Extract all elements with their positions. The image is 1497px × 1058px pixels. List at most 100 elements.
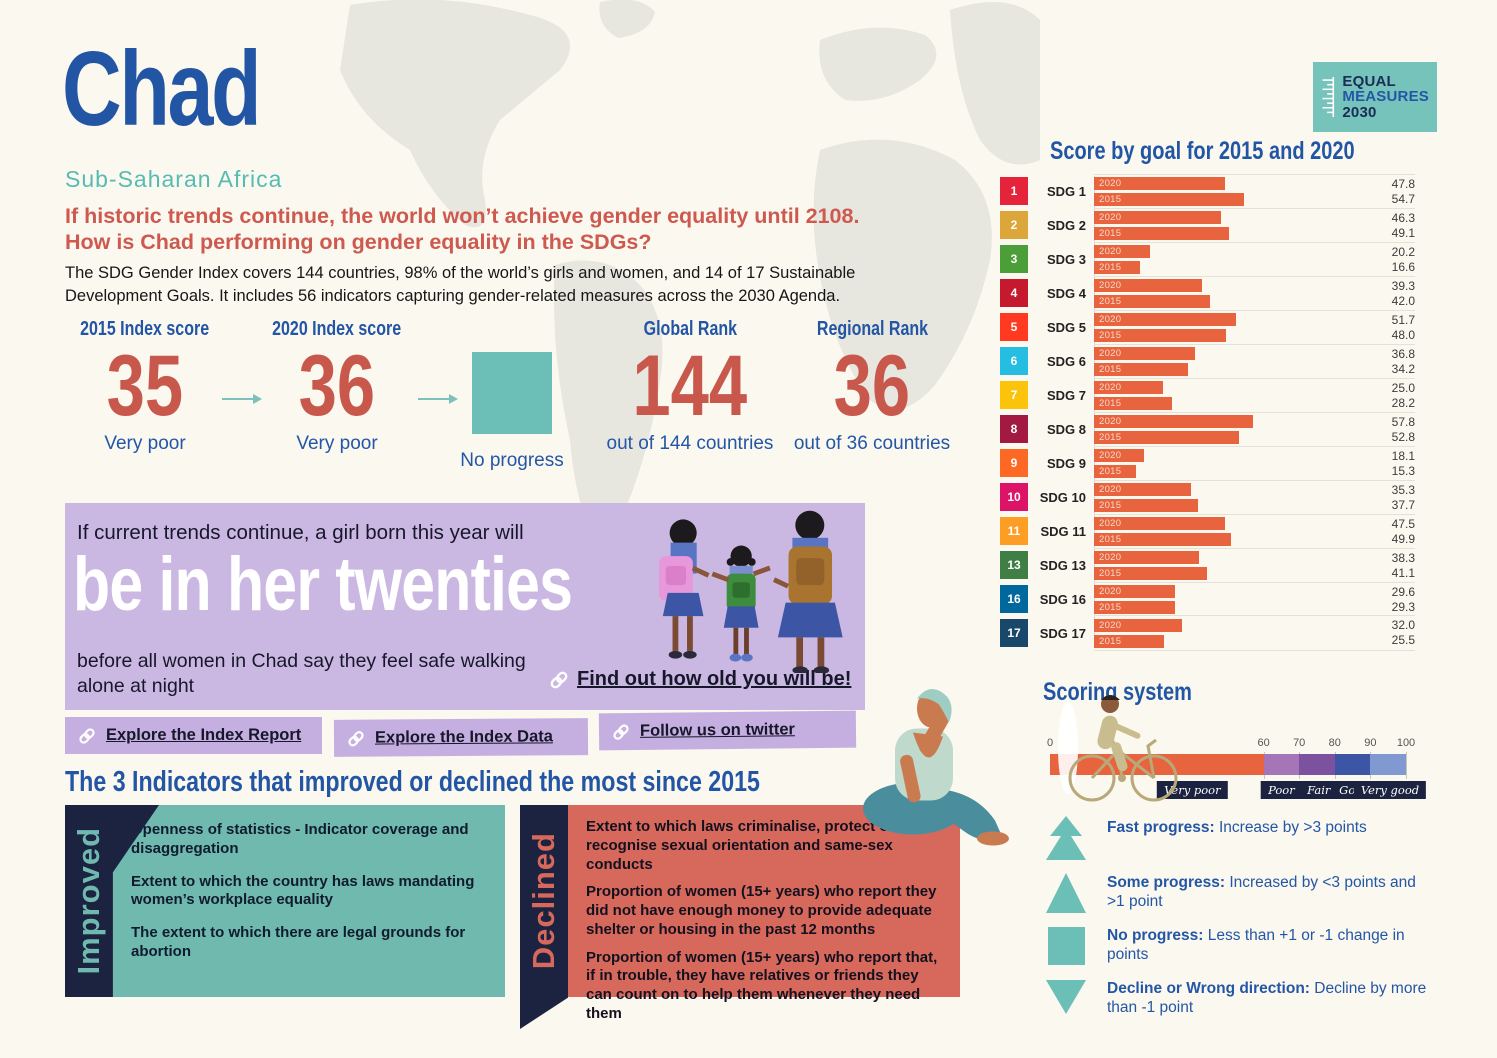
bar-year-label: 2015: [1099, 398, 1122, 409]
bar-year-label: 2020: [1099, 518, 1122, 529]
scale-band-poor: [1263, 754, 1300, 775]
sdg-goal-number: 2: [1010, 218, 1018, 232]
chart-row-sdg-4: 4 SDG 4 2020 2015 39.3 42.0: [1000, 275, 1415, 311]
link-pill-1[interactable]: Explore the Index Data: [333, 718, 589, 757]
link-pill-label: Explore the Index Data: [374, 727, 553, 747]
score-values: 47.5 49.9: [1369, 517, 1415, 547]
score-values: 29.6 29.3: [1369, 585, 1415, 615]
score-bar-2020: 2020: [1094, 211, 1222, 224]
score-bar-2020: 2020: [1094, 177, 1226, 190]
score-bar-2020: 2020: [1094, 381, 1163, 394]
global-rank-value: 144: [632, 338, 748, 434]
no-progress-label: No progress: [460, 450, 564, 471]
chart-row-body: 2020 2015 35.3 37.7: [1094, 479, 1415, 515]
ruler-icon: [1322, 77, 1335, 117]
legend-item-label: Some progress:: [1107, 874, 1226, 891]
sdg-goal-label: SDG 13: [1039, 557, 1086, 573]
chart-bars: 2020 2015: [1094, 551, 1369, 580]
score-bar-2020: 2020: [1094, 245, 1150, 258]
headline: If historic trends continue, the world w…: [65, 203, 965, 255]
bar-year-label: 2020: [1099, 382, 1122, 393]
score-scale: 0 60 70 80 90 100 Very poorPoorFairGoodVery g…: [1047, 737, 1427, 803]
chart-row-sdg-7: 7 SDG 7 2020 2015 25.0 28.2: [1000, 377, 1415, 413]
progress-legend: Fast progress: Increase by >3 points Some…: [1043, 816, 1433, 1027]
score-bar-2020: 2020: [1094, 585, 1176, 598]
scale-tick: 80: [1328, 737, 1341, 749]
bar-year-label: 2020: [1099, 314, 1122, 325]
scale-band-label: Fair: [1300, 781, 1338, 799]
bar-year-label: 2015: [1099, 500, 1122, 511]
bar-year-label: 2020: [1099, 246, 1122, 257]
global-rank: Global Rank 144 out of 144 countries: [605, 318, 775, 455]
score-values: 51.7 48.0: [1369, 313, 1415, 343]
regional-rank: Regional Rank 36 out of 36 countries: [782, 318, 962, 455]
sdg-goal-number: 16: [1007, 592, 1021, 606]
score-value-2015: 54.7: [1391, 191, 1415, 206]
region-subtitle: Sub-Saharan Africa: [65, 166, 283, 192]
chart-bars: 2020 2015: [1094, 177, 1369, 206]
score-bar-2015: 2015: [1094, 227, 1230, 240]
sdg-goal-number: 13: [1007, 558, 1021, 572]
sdg-goal-number: 8: [1010, 422, 1018, 436]
chart-bars: 2020 2015: [1094, 347, 1369, 376]
score-values: 47.8 54.7: [1369, 177, 1415, 207]
link-pill-2[interactable]: Follow us on twitter: [598, 710, 857, 751]
chart-row-body: 2020 2015 36.8 34.2: [1094, 343, 1415, 379]
index-2020-rating: Very poor: [296, 433, 378, 455]
score-values: 18.1 15.3: [1369, 449, 1415, 479]
index-2020-label: 2020 Index score: [272, 318, 402, 340]
sdg-goal-number: 1: [1010, 184, 1018, 198]
legend-item: Fast progress: Increase by >3 points: [1043, 816, 1433, 862]
declined-indicators-box: Extent to which laws criminalise, protec…: [568, 805, 960, 1022]
score-values: 57.8 52.8: [1369, 415, 1415, 445]
sdg-goal-label: SDG 10: [1039, 489, 1086, 505]
score-bar-2020: 2020: [1094, 618, 1182, 632]
chart-bars: 2020 2015: [1094, 245, 1369, 274]
chart-row-sdg-3: 3 SDG 3 2020 2015 20.2 16.6: [1000, 241, 1415, 276]
equal-measures-2030-logo: EQUAL MEASURES 2030: [1313, 62, 1437, 132]
score-bar-2020: 2020: [1094, 279, 1203, 292]
score-bar-2015: 2015: [1094, 397, 1172, 410]
sdg-goal-label: SDG 4: [1046, 285, 1086, 301]
bar-year-label: 2020: [1099, 586, 1122, 597]
bar-year-label: 2020: [1099, 280, 1122, 291]
bar-year-label: 2015: [1099, 534, 1122, 545]
chart-row-body: 2020 2015 39.3 42.0: [1094, 275, 1415, 311]
score-value-2015: 25.5: [1391, 633, 1415, 647]
chart-row-sdg-8: 8 SDG 8 2020 2015 57.8 52.8: [1000, 411, 1415, 447]
score-value-2015: 28.2: [1391, 395, 1415, 410]
score-bar-2020: 2020: [1094, 449, 1144, 462]
sdg-goal-number: 7: [1010, 388, 1018, 402]
regional-rank-value: 36: [833, 338, 911, 434]
score-value-2020: 47.8: [1391, 176, 1415, 191]
score-bar-2020: 2020: [1094, 415, 1253, 428]
intro-text: The SDG Gender Index covers 144 countrie…: [65, 262, 965, 308]
bar-year-label: 2020: [1099, 552, 1122, 563]
sdg-goal-number: 4: [1010, 286, 1018, 300]
legend-item-text: No progress: Less than +1 or -1 change i…: [1107, 927, 1405, 963]
age-calculator-link[interactable]: Find out how old you will be!: [548, 668, 851, 691]
link-pill-0[interactable]: Explore the Index Report: [65, 717, 322, 754]
sdg-goal-icon: 13: [1000, 551, 1028, 579]
sdg-goal-label: SDG 1: [1046, 183, 1086, 199]
score-bar-2015: 2015: [1094, 431, 1240, 444]
scale-band-very-good: [1370, 754, 1406, 775]
link-icon: [613, 723, 629, 740]
score-values: 39.3 42.0: [1369, 279, 1415, 309]
chart-row-body: 2020 2015 57.8 52.8: [1094, 411, 1415, 447]
bar-year-label: 2020: [1099, 619, 1122, 631]
legend-item-text: Fast progress: Increase by >3 points: [1107, 819, 1367, 836]
legend-item-text: Some progress: Increased by <3 points an…: [1107, 874, 1416, 910]
highlight-tail: before all women in Chad say they feel s…: [77, 650, 526, 698]
bar-year-label: 2015: [1099, 296, 1122, 307]
sdg-goal-number: 17: [1007, 626, 1021, 640]
score-bar-2015: 2015: [1094, 465, 1137, 478]
link-pill-label: Follow us on twitter: [639, 720, 795, 740]
bar-year-label: 2015: [1099, 602, 1122, 613]
declined-indicator: Proportion of women (15+ years) who repo…: [586, 948, 938, 1022]
chart-row-sdg-2: 2 SDG 2 2020 2015 46.3 49.1: [1000, 207, 1415, 242]
arrow-right-icon: [222, 392, 262, 411]
declined-tab-label: Declined: [526, 832, 561, 970]
sdg-goal-label: SDG 8: [1046, 421, 1086, 437]
chart-row-body: 2020 2015 25.0 28.2: [1094, 377, 1415, 413]
